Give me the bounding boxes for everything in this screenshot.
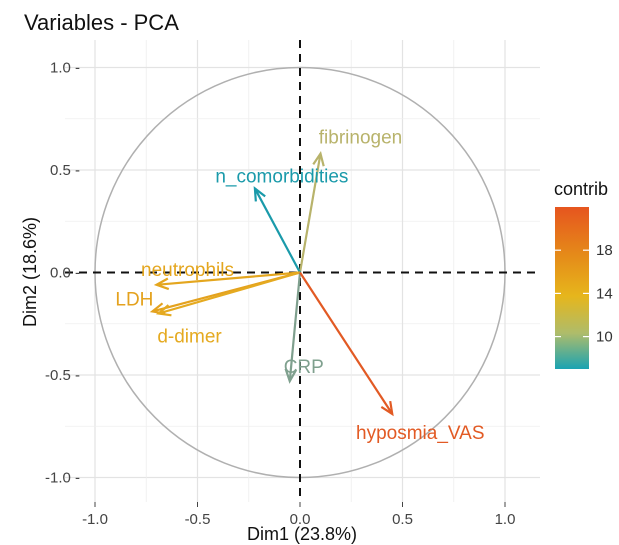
variable-label: fibrinogen	[319, 128, 402, 149]
y-tick-label: -1.0 -	[45, 470, 80, 487]
vector-arrowhead	[155, 304, 172, 317]
legend-colorbar	[555, 207, 589, 369]
x-axis-ticks: -1.0 -0.5 0.0 0.5 1.0	[82, 502, 515, 528]
vector-crp: CRP	[284, 272, 324, 384]
variable-label: CRP	[284, 357, 324, 378]
vector-line	[156, 271, 301, 286]
y-tick-label: 0.0 -	[50, 265, 80, 282]
vector-hyposmia-vas: hyposmia_VAS	[299, 271, 485, 444]
vector-arrowhead	[253, 186, 266, 202]
x-tick-label: 0.0	[290, 511, 311, 528]
y-tick-label: 0.5 -	[50, 162, 80, 179]
vector-n-comorbidities: n_comorbidities	[215, 166, 348, 274]
variable-label: hyposmia_VAS	[356, 423, 485, 444]
legend-ticks: 18 14 10	[555, 242, 613, 346]
y-axis-ticks: 1.0 - 0.5 - 0.0 - -0.5 - -1.0 -	[45, 60, 80, 487]
vector-arrowhead	[380, 400, 394, 417]
variable-vectors: fibrinogen n_comorbidities neutrophils LDHd…	[115, 128, 484, 444]
legend-tick-label: 18	[596, 242, 613, 259]
x-tick-label: -0.5	[185, 511, 211, 528]
x-tick-label: -1.0	[82, 511, 108, 528]
legend-title: contrib	[554, 179, 608, 199]
vector-line	[298, 153, 322, 273]
y-axis-title: Dim2 (18.6%)	[20, 217, 40, 327]
vector-line	[253, 187, 301, 274]
y-tick-label: -0.5 -	[45, 367, 80, 384]
legend-tick-label: 10	[596, 329, 613, 346]
vector-fibrinogen: fibrinogen	[298, 128, 402, 273]
vector-arrowhead	[153, 277, 170, 291]
x-tick-label: 0.5	[392, 511, 413, 528]
x-axis-title: Dim1 (23.8%)	[247, 524, 357, 544]
vector-line	[288, 272, 302, 382]
variable-label: neutrophils	[141, 260, 234, 281]
legend-tick-label: 14	[596, 285, 613, 302]
vector-line	[158, 271, 301, 315]
vector-arrowhead	[312, 150, 325, 167]
vector-line	[299, 271, 394, 415]
vector-neutrophils: neutrophils	[141, 260, 301, 291]
grid	[65, 40, 540, 502]
legend: contrib 18 14 10	[554, 179, 613, 369]
variable-label: d-dimer	[157, 327, 222, 348]
variable-label: n_comorbidities	[215, 166, 348, 187]
vector-arrowhead	[284, 368, 298, 384]
chart-title: Variables - PCA	[24, 10, 179, 35]
y-tick-label: 1.0 -	[50, 60, 80, 77]
x-tick-label: 1.0	[495, 511, 516, 528]
vector-d-dimer: d-dimer	[155, 271, 301, 348]
variable-label: LDH	[115, 289, 153, 310]
